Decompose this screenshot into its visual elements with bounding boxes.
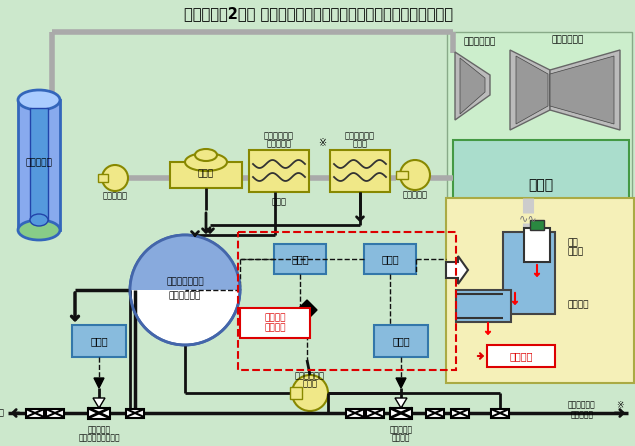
Bar bbox=[170, 162, 242, 188]
Text: ドレンタンク: ドレンタンク bbox=[295, 372, 325, 380]
Ellipse shape bbox=[185, 153, 227, 171]
Text: 調節器: 調節器 bbox=[90, 336, 108, 346]
Polygon shape bbox=[550, 56, 614, 124]
Bar bbox=[426, 409, 444, 418]
Text: 調節器: 調節器 bbox=[392, 336, 410, 346]
Polygon shape bbox=[396, 378, 406, 388]
Bar bbox=[249, 150, 309, 192]
Polygon shape bbox=[130, 235, 240, 290]
Bar bbox=[346, 409, 364, 418]
Text: 復水ポンプ: 復水ポンプ bbox=[403, 190, 427, 199]
Bar bbox=[447, 32, 632, 230]
Bar bbox=[98, 174, 108, 182]
Bar bbox=[487, 345, 555, 367]
Bar bbox=[366, 409, 384, 418]
Text: 脱気器: 脱気器 bbox=[198, 169, 214, 178]
Text: 水位制御弁: 水位制御弁 bbox=[88, 425, 110, 434]
Text: 加熱器出口: 加熱器出口 bbox=[570, 410, 594, 420]
Text: 第１低圧給水: 第１低圧給水 bbox=[568, 401, 596, 409]
Bar bbox=[503, 232, 555, 314]
Text: 低圧給水加熱器: 低圧給水加熱器 bbox=[166, 277, 204, 286]
Bar bbox=[126, 409, 144, 418]
Polygon shape bbox=[297, 300, 317, 320]
Text: （バックアップ用）: （バックアップ用） bbox=[78, 434, 120, 442]
Text: 水位制御弁: 水位制御弁 bbox=[389, 425, 413, 434]
Circle shape bbox=[292, 375, 328, 411]
Text: 加熱器: 加熱器 bbox=[352, 140, 368, 149]
Polygon shape bbox=[460, 58, 485, 114]
Bar bbox=[524, 228, 550, 262]
Bar bbox=[330, 150, 390, 192]
Circle shape bbox=[102, 165, 128, 191]
Bar bbox=[453, 140, 629, 230]
Text: フロート: フロート bbox=[568, 301, 589, 310]
Text: 第２～３低圧: 第２～３低圧 bbox=[264, 132, 294, 140]
Text: 低圧タービン: 低圧タービン bbox=[552, 36, 584, 45]
Bar bbox=[46, 409, 64, 418]
Text: ドレンタンク: ドレンタンク bbox=[169, 292, 201, 301]
Polygon shape bbox=[93, 398, 105, 408]
Bar bbox=[451, 409, 469, 418]
Bar bbox=[26, 409, 44, 418]
Bar bbox=[18, 100, 60, 230]
Bar bbox=[374, 325, 428, 357]
Text: ∿∿: ∿∿ bbox=[519, 213, 537, 223]
Polygon shape bbox=[550, 50, 620, 130]
Bar bbox=[238, 232, 456, 370]
Text: 検出器: 検出器 bbox=[381, 254, 399, 264]
Bar bbox=[290, 387, 302, 399]
Bar bbox=[88, 408, 110, 419]
Polygon shape bbox=[395, 398, 407, 408]
Text: 込み箇所: 込み箇所 bbox=[264, 323, 286, 333]
Text: 蒸気発生器: 蒸気発生器 bbox=[25, 158, 53, 168]
Bar bbox=[30, 108, 48, 220]
Polygon shape bbox=[455, 52, 490, 120]
Text: 給水加熱器: 給水加熱器 bbox=[267, 140, 291, 149]
Text: 当該箇所: 当該箇所 bbox=[509, 351, 533, 361]
Text: 水位: 水位 bbox=[568, 239, 578, 248]
Bar bbox=[240, 308, 310, 338]
Text: 第１低圧給水: 第１低圧給水 bbox=[345, 132, 375, 140]
Bar bbox=[390, 408, 412, 419]
Bar bbox=[491, 409, 509, 418]
Polygon shape bbox=[446, 256, 468, 284]
Text: 検出器: 検出器 bbox=[291, 254, 309, 264]
Ellipse shape bbox=[18, 90, 60, 110]
Circle shape bbox=[400, 160, 430, 190]
Bar bbox=[530, 220, 544, 230]
Text: 空気吸い: 空気吸い bbox=[264, 314, 286, 322]
Text: 復水器: 復水器 bbox=[528, 178, 554, 192]
Circle shape bbox=[130, 235, 240, 345]
Text: （常用）: （常用） bbox=[392, 434, 410, 442]
Text: ※: ※ bbox=[318, 138, 326, 148]
Text: 伊方発電所2号機 低圧給水加熱器ドレンタンク水位制御系統概略図: 伊方発電所2号機 低圧給水加熱器ドレンタンク水位制御系統概略図 bbox=[184, 7, 453, 21]
Polygon shape bbox=[516, 56, 548, 124]
Ellipse shape bbox=[18, 220, 60, 240]
Text: ポンプ: ポンプ bbox=[302, 380, 318, 388]
Text: 復水器へ: 復水器へ bbox=[0, 409, 5, 417]
Bar bbox=[72, 325, 126, 357]
Text: ドレン: ドレン bbox=[272, 198, 286, 206]
Text: 給水ポンプ: 給水ポンプ bbox=[102, 191, 128, 201]
Text: 検出器: 検出器 bbox=[568, 248, 584, 256]
Polygon shape bbox=[94, 378, 104, 388]
Bar bbox=[274, 244, 326, 274]
Text: 高圧タービン: 高圧タービン bbox=[464, 37, 496, 46]
Text: ※: ※ bbox=[616, 401, 624, 409]
Bar bbox=[456, 290, 511, 322]
Ellipse shape bbox=[30, 214, 48, 226]
Ellipse shape bbox=[195, 149, 217, 161]
Bar bbox=[446, 198, 634, 383]
Polygon shape bbox=[510, 50, 550, 130]
Bar bbox=[396, 171, 408, 179]
Bar bbox=[364, 244, 416, 274]
